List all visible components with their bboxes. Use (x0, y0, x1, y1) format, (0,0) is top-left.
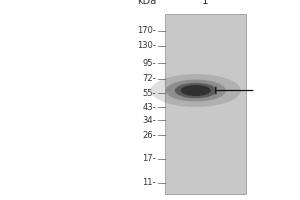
Text: 26-: 26- (142, 131, 156, 140)
Text: 95-: 95- (142, 59, 156, 68)
Bar (165, 14, 246, 194)
Text: 34-: 34- (142, 116, 156, 125)
Text: 130-: 130- (137, 41, 156, 50)
Text: 11-: 11- (142, 178, 156, 187)
Ellipse shape (151, 74, 241, 107)
Text: 170-: 170- (137, 26, 156, 35)
Text: 17-: 17- (142, 154, 156, 163)
Text: 55-: 55- (142, 89, 156, 98)
Text: 43-: 43- (142, 103, 156, 112)
Ellipse shape (166, 80, 226, 102)
Ellipse shape (181, 85, 211, 96)
Text: 72-: 72- (142, 74, 156, 83)
Text: kDa: kDa (137, 0, 156, 6)
Text: 1: 1 (202, 0, 209, 6)
Ellipse shape (175, 83, 217, 98)
